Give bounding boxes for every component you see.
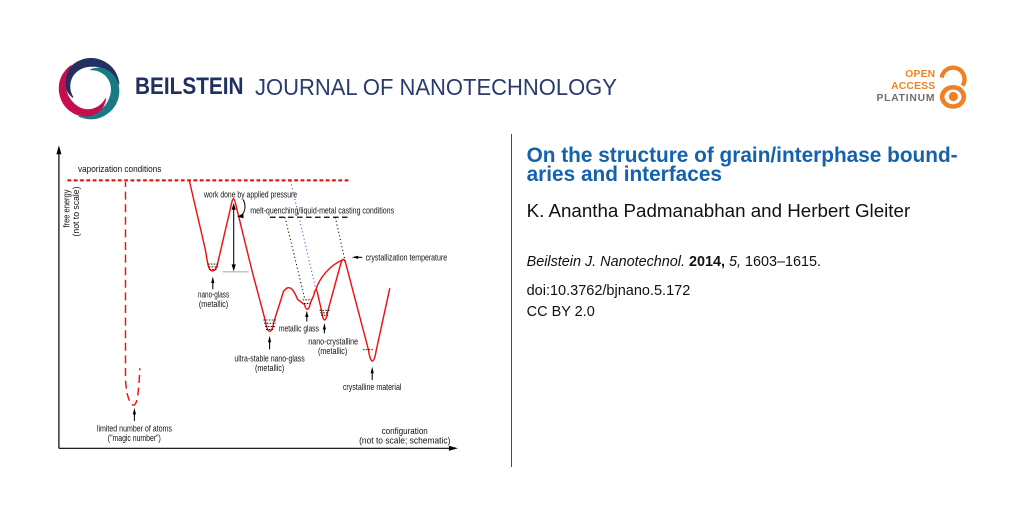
- svg-text:(metallic): (metallic): [255, 362, 284, 373]
- svg-text:("magic number"): ("magic number"): [108, 432, 161, 443]
- svg-text:crystalline material: crystalline material: [343, 381, 402, 392]
- svg-text:vaporization conditions: vaporization conditions: [78, 163, 162, 174]
- svg-text:work done by applied pressure: work done by applied pressure: [203, 189, 297, 200]
- svg-text:ultra-stable nano-glass: ultra-stable nano-glass: [234, 353, 305, 364]
- svg-text:limited number of atoms: limited number of atoms: [97, 423, 172, 434]
- svg-text:free energy: free energy: [60, 189, 71, 227]
- svg-text:metallic glass: metallic glass: [279, 322, 319, 333]
- svg-text:(metallic): (metallic): [318, 345, 347, 356]
- svg-text:melt-quenching/liquid-metal ca: melt-quenching/liquid-metal casting cond…: [250, 205, 394, 216]
- svg-text:(not to scale): (not to scale): [70, 187, 81, 237]
- svg-text:(not to scale; schematic): (not to scale; schematic): [359, 435, 450, 446]
- svg-text:crystallization temperature: crystallization temperature: [366, 251, 448, 262]
- svg-text:configuration: configuration: [382, 425, 428, 436]
- svg-text:(metallic): (metallic): [199, 298, 228, 309]
- svg-text:nano-glass: nano-glass: [198, 289, 230, 300]
- svg-text:nano-crystalline: nano-crystalline: [308, 336, 358, 347]
